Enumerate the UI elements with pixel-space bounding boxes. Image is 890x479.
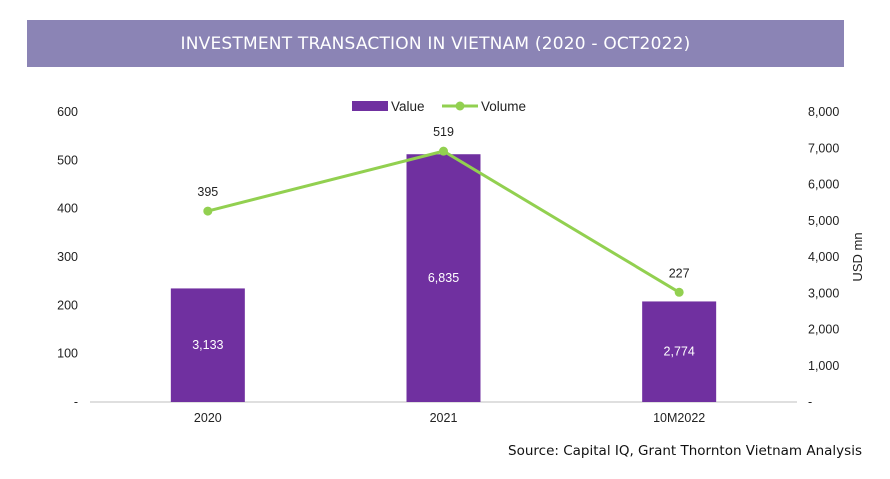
right-axis-title: USD mn [850,232,865,281]
volume-point [439,146,448,156]
volume-point-label: 227 [669,266,690,280]
right-axis-tick-label: 5,000 [808,214,839,228]
x-axis-tick-label: 2021 [430,411,458,425]
value-bar [642,301,717,402]
value-bar-label: 3,133 [192,338,223,352]
value-bar-label: 2,774 [664,345,695,359]
volume-point-label: 519 [433,125,454,139]
x-axis-tick-label: 2020 [194,411,222,425]
right-axis-tick-label: 6,000 [808,178,839,192]
right-axis-tick-label: 4,000 [808,250,839,264]
volume-point [674,287,684,297]
left-axis-tick-label: 300 [57,250,78,264]
left-axis-tick-label: 200 [57,298,78,312]
left-axis-tick-label: 100 [57,347,78,361]
right-axis-tick-label: - [808,395,812,409]
volume-point [203,206,213,216]
right-axis-tick-label: 2,000 [808,323,839,337]
chart-title-banner: INVESTMENT TRANSACTION IN VIETNAM (2020 … [27,20,844,67]
legend-value-swatch [352,101,388,111]
legend-volume-label: Volume [481,99,526,114]
left-axis-tick-label: 600 [57,105,78,119]
volume-point-label: 395 [197,185,218,199]
left-axis-tick-label: 400 [57,202,78,216]
source-note: Source: Capital IQ, Grant Thornton Vietn… [508,443,862,459]
x-axis-tick-label: 10M2022 [653,411,705,425]
legend-volume-marker [455,101,465,111]
right-axis-tick-label: 3,000 [808,286,839,300]
legend-value-label: Value [391,99,425,114]
left-axis-tick-label: - [74,395,78,409]
chart-title: INVESTMENT TRANSACTION IN VIETNAM (2020 … [180,33,691,54]
right-axis-tick-label: 8,000 [808,105,839,119]
value-bar-label: 6,835 [428,271,459,285]
left-axis-tick-label: 500 [57,153,78,167]
value-bar [406,154,481,402]
right-axis-tick-label: 7,000 [808,141,839,155]
value-bar [170,288,245,402]
right-axis-tick-label: 1,000 [808,359,839,373]
